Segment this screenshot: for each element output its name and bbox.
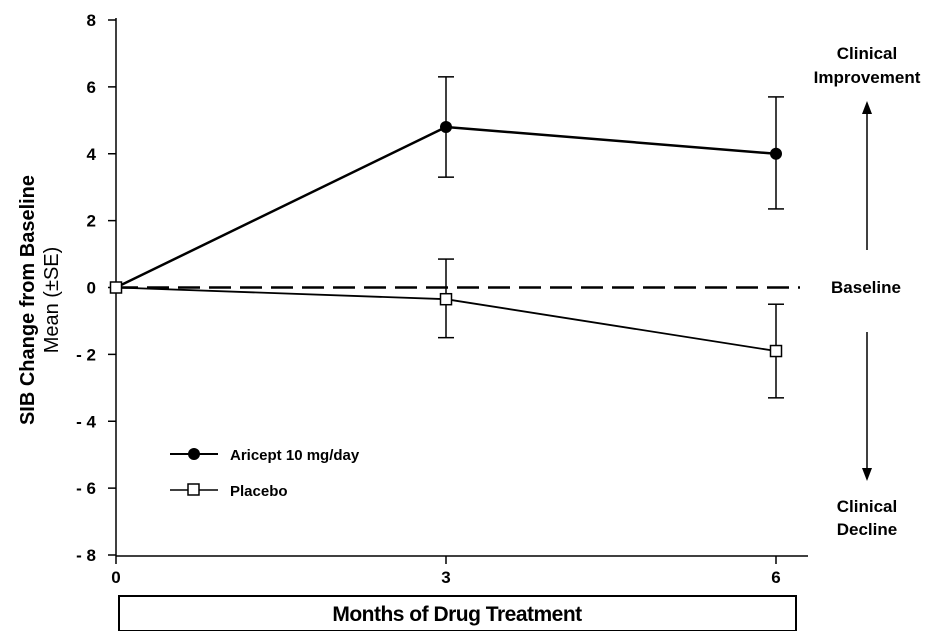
- legend-aricept-label: Aricept 10 mg/day: [230, 447, 360, 464]
- placebo-data-point: [769, 344, 783, 358]
- clinical-improvement-label-1: Clinical: [837, 44, 897, 63]
- x-tick-label: 0: [111, 568, 120, 587]
- y-tick-label: - 8: [76, 546, 96, 565]
- legend-placebo-marker: [187, 483, 200, 496]
- x-tick-label: 3: [441, 568, 450, 587]
- clinical-decline-label-1: Clinical: [837, 497, 897, 516]
- y-axis-ticks: 8 6 4 2 0 - 2 - 4 - 6 - 8: [76, 11, 116, 565]
- x-axis-ticks: 0 3 6: [111, 556, 781, 587]
- decline-arrow-head: [862, 468, 872, 481]
- aricept-data-point: [770, 147, 782, 160]
- legend-aricept-marker: [188, 448, 200, 460]
- placebo-data-point: [109, 281, 123, 294]
- clinical-improvement-label-2: Improvement: [814, 68, 921, 87]
- legend-placebo-label: Placebo: [230, 483, 288, 500]
- y-tick-label: 0: [87, 279, 96, 298]
- y-axis-label: SIB Change from Baseline: [17, 175, 39, 425]
- series-layer: [109, 76, 784, 399]
- x-axis-label-box: [118, 595, 797, 631]
- y-tick-label: - 6: [76, 479, 96, 498]
- improvement-arrow-head: [862, 101, 872, 114]
- x-tick-label: 6: [771, 568, 780, 587]
- y-axis-sublabel: Mean (±SE): [41, 247, 63, 354]
- clinical-decline-label-2: Decline: [837, 520, 897, 539]
- aricept-data-point: [440, 121, 452, 133]
- x-axis-label: Months of Drug Treatment: [332, 603, 582, 626]
- legend: Aricept 10 mg/day Placebo: [170, 447, 360, 500]
- y-tick-label: - 2: [76, 345, 96, 364]
- y-tick-label: - 4: [76, 412, 96, 431]
- y-tick-label: 2: [87, 212, 96, 231]
- y-tick-label: 8: [87, 11, 96, 30]
- baseline-label: Baseline: [831, 278, 901, 297]
- placebo-data-point: [439, 292, 453, 306]
- y-tick-label: 4: [87, 145, 97, 164]
- y-tick-label: 6: [87, 78, 96, 97]
